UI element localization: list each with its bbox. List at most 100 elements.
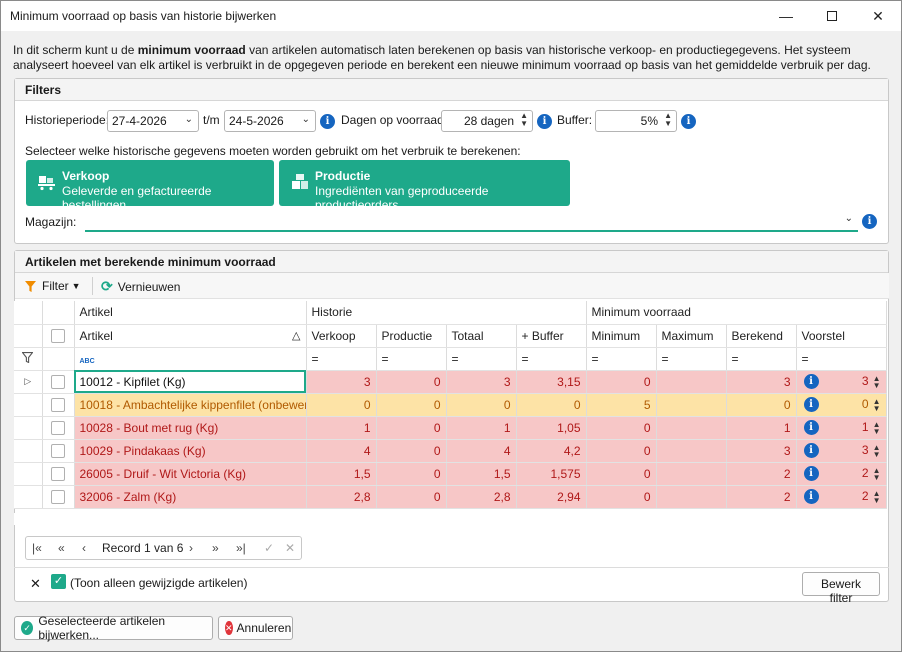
cell-buffer[interactable]: 2,94 [516,485,587,509]
col-voorstel[interactable]: Voorstel [796,324,887,348]
next-page-icon[interactable]: » [212,541,219,555]
cell-minimum[interactable]: 0 [586,485,657,509]
cell-verkoop[interactable]: 0 [306,393,377,417]
cell-minimum[interactable]: 0 [586,370,657,394]
cell-verkoop[interactable]: 2,8 [306,485,377,509]
cell-buffer[interactable]: 1,05 [516,416,587,440]
info-icon[interactable]: i [320,114,335,129]
cell-verkoop[interactable]: 3 [306,370,377,394]
cell-totaal[interactable]: 4 [446,439,517,463]
spin-arrows-icon[interactable]: ▲ ▼ [872,442,881,459]
info-icon[interactable]: i [681,114,696,129]
spin-arrows-icon[interactable]: ▲ ▼ [872,396,881,413]
close-button[interactable]: ✕ [855,1,901,31]
col-buffer[interactable]: + Buffer [516,324,587,348]
info-icon[interactable]: i [803,443,819,458]
cell-totaal[interactable]: 3 [446,370,517,394]
cell-voorstel[interactable]: i 2 ▲ ▼ [796,485,887,509]
cell-verkoop[interactable]: 1,5 [306,462,377,486]
info-icon[interactable]: i [803,420,819,435]
table-row[interactable]: 32006 - Zalm (Kg) 2,8 0 2,8 2,94 0 2 i 2 ▲ ▼ [14,485,887,509]
maximize-button[interactable] [809,1,855,31]
table-row[interactable]: 26005 - Druif - Wit Victoria (Kg) 1,5 0 1,5… [14,462,887,486]
first-record-icon[interactable]: |« [32,541,42,555]
period-from-date[interactable]: 27-4-2026 ⌄ [107,110,199,132]
verkoop-toggle-button[interactable]: Verkoop Geleverde en gefactureerde beste… [26,160,274,212]
cell-artikel[interactable]: 10012 - Kipfilet (Kg) [74,370,307,394]
cell-productie[interactable]: 0 [376,393,447,417]
warehouse-select[interactable]: ⌄ [85,210,858,232]
row-checkbox[interactable] [51,489,65,504]
cell-maximum[interactable] [656,439,727,463]
cell-voorstel[interactable]: i 3 ▲ ▼ [796,439,887,463]
spin-arrows-icon[interactable]: ▲ ▼ [872,465,881,482]
cancel-icon[interactable]: ✕ [285,541,296,555]
cell-voorstel[interactable]: i 2 ▲ ▼ [796,462,887,486]
filter-cell[interactable]: = [586,347,657,371]
changed-only-checkbox[interactable]: ✓ [51,574,66,589]
buffer-stepper[interactable]: 5% ▲ ▼ [595,110,677,132]
cell-totaal[interactable]: 2,8 [446,485,517,509]
info-icon[interactable]: i [803,489,819,504]
next-record-icon[interactable]: › [189,541,193,555]
row-checkbox[interactable] [51,420,65,435]
col-verkoop[interactable]: Verkoop [306,324,377,348]
cell-artikel[interactable]: 10028 - Bout met rug (Kg) [74,416,307,440]
refresh-button[interactable]: ⟳ Vernieuwen [101,278,181,294]
cell-berekend[interactable]: 2 [726,485,797,509]
table-row[interactable]: 10029 - Pindakaas (Kg) 4 0 4 4,2 0 3 i 3 ▲ ▼ [14,439,887,463]
cell-minimum[interactable]: 0 [586,416,657,440]
cell-verkoop[interactable]: 1 [306,416,377,440]
cell-maximum[interactable] [656,485,727,509]
cell-buffer[interactable]: 3,15 [516,370,587,394]
check-icon[interactable]: ✓ [264,541,275,555]
cell-productie[interactable]: 0 [376,416,447,440]
prev-page-icon[interactable]: « [58,541,65,555]
edit-filter-button[interactable]: Bewerk filter [802,572,880,605]
cell-buffer[interactable]: 4,2 [516,439,587,463]
filter-cell-artikel[interactable]: ABC [74,347,307,371]
filter-dropdown-button[interactable]: Filter ▼ [25,279,81,293]
spin-arrows-icon[interactable]: ▲ ▼ [872,419,881,436]
cell-artikel[interactable]: 10029 - Pindakaas (Kg) [74,439,307,463]
table-row[interactable]: ▷ 10012 - Kipfilet (Kg) 3 0 3 3,15 0 3 i 3 ▲ ▼ [14,370,887,394]
col-maximum[interactable]: Maximum [656,324,727,348]
cancel-button[interactable]: ✕ Annuleren [218,616,293,640]
filter-cell[interactable]: = [726,347,797,371]
cell-artikel[interactable]: 32006 - Zalm (Kg) [74,485,307,509]
update-selected-button[interactable]: ✓ Geselecteerde artikelen bijwerken... [14,614,213,642]
row-checkbox[interactable] [51,397,65,412]
row-checkbox[interactable] [51,443,65,458]
clear-filter-icon[interactable]: ✕ [30,576,41,591]
cell-minimum[interactable]: 5 [586,393,657,417]
cell-voorstel[interactable]: i 0 ▲ ▼ [796,393,887,417]
spin-arrows-icon[interactable]: ▲ ▼ [520,111,528,128]
cell-totaal[interactable]: 0 [446,393,517,417]
cell-maximum[interactable] [656,462,727,486]
table-row[interactable]: 10028 - Bout met rug (Kg) 1 0 1 1,05 0 1 i 1 ▲ ▼ [14,416,887,440]
cell-verkoop[interactable]: 4 [306,439,377,463]
table-row[interactable]: 10018 - Ambachtelijke kippenfilet (onbew… [14,393,887,417]
cell-berekend[interactable]: 2 [726,462,797,486]
spin-arrows-icon[interactable]: ▲ ▼ [872,488,881,505]
filter-cell[interactable]: = [376,347,447,371]
cell-berekend[interactable]: 3 [726,370,797,394]
spin-arrows-icon[interactable]: ▲ ▼ [872,373,881,390]
cell-minimum[interactable]: 0 [586,462,657,486]
cell-productie[interactable]: 0 [376,485,447,509]
cell-maximum[interactable] [656,416,727,440]
col-artikel[interactable]: Artikel △ [74,324,307,348]
cell-maximum[interactable] [656,370,727,394]
prev-record-icon[interactable]: ‹ [82,541,86,555]
cell-minimum[interactable]: 0 [586,439,657,463]
minimize-button[interactable]: — [763,1,809,31]
info-icon[interactable]: i [537,114,552,129]
filter-cell[interactable]: = [656,347,727,371]
cell-maximum[interactable] [656,393,727,417]
last-record-icon[interactable]: »| [236,541,246,555]
col-productie[interactable]: Productie [376,324,447,348]
filter-cell[interactable]: = [306,347,377,371]
cell-productie[interactable]: 0 [376,439,447,463]
days-stepper[interactable]: 28 dagen ▲ ▼ [441,110,533,132]
cell-artikel[interactable]: 26005 - Druif - Wit Victoria (Kg) [74,462,307,486]
